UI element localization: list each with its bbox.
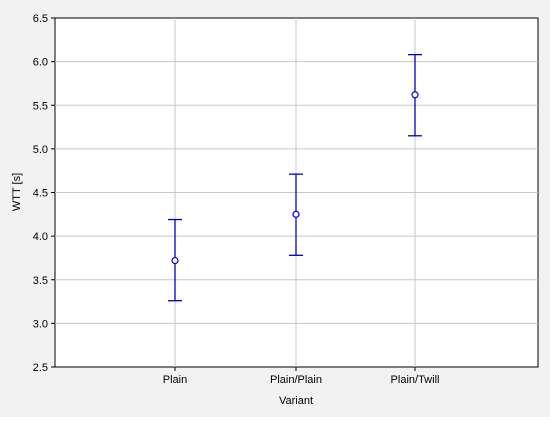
x-tick-label: Plain/Twill	[391, 374, 440, 386]
y-tick-label: 4.5	[33, 188, 48, 200]
y-tick-label: 2.5	[33, 362, 48, 374]
x-tick-label: Plain/Plain	[270, 374, 322, 386]
x-axis-label: Variant	[279, 395, 313, 407]
y-tick-label: 3.5	[33, 275, 48, 287]
y-axis-label: WTT [s]	[11, 173, 23, 211]
x-tick-label: Plain	[163, 374, 187, 386]
mean-point	[411, 91, 419, 99]
y-tick-label: 6.5	[33, 13, 48, 25]
y-tick-label: 3.0	[33, 318, 48, 330]
x-axis-ticks: Plain Plain/Plain Plain/Twill	[163, 367, 440, 386]
y-tick-label: 6.0	[33, 57, 48, 69]
data-marks	[168, 53, 422, 302]
mean-point	[171, 256, 179, 265]
mean-point	[292, 210, 300, 218]
y-tick-label: 4.0	[33, 231, 48, 243]
y-tick-label: 5.5	[33, 100, 48, 112]
y-axis-ticks: 2.5 3.0 3.5 4.0 4.5 5.0 5.5 6.0 6.5	[33, 13, 55, 374]
y-tick-label: 5.0	[33, 144, 48, 156]
